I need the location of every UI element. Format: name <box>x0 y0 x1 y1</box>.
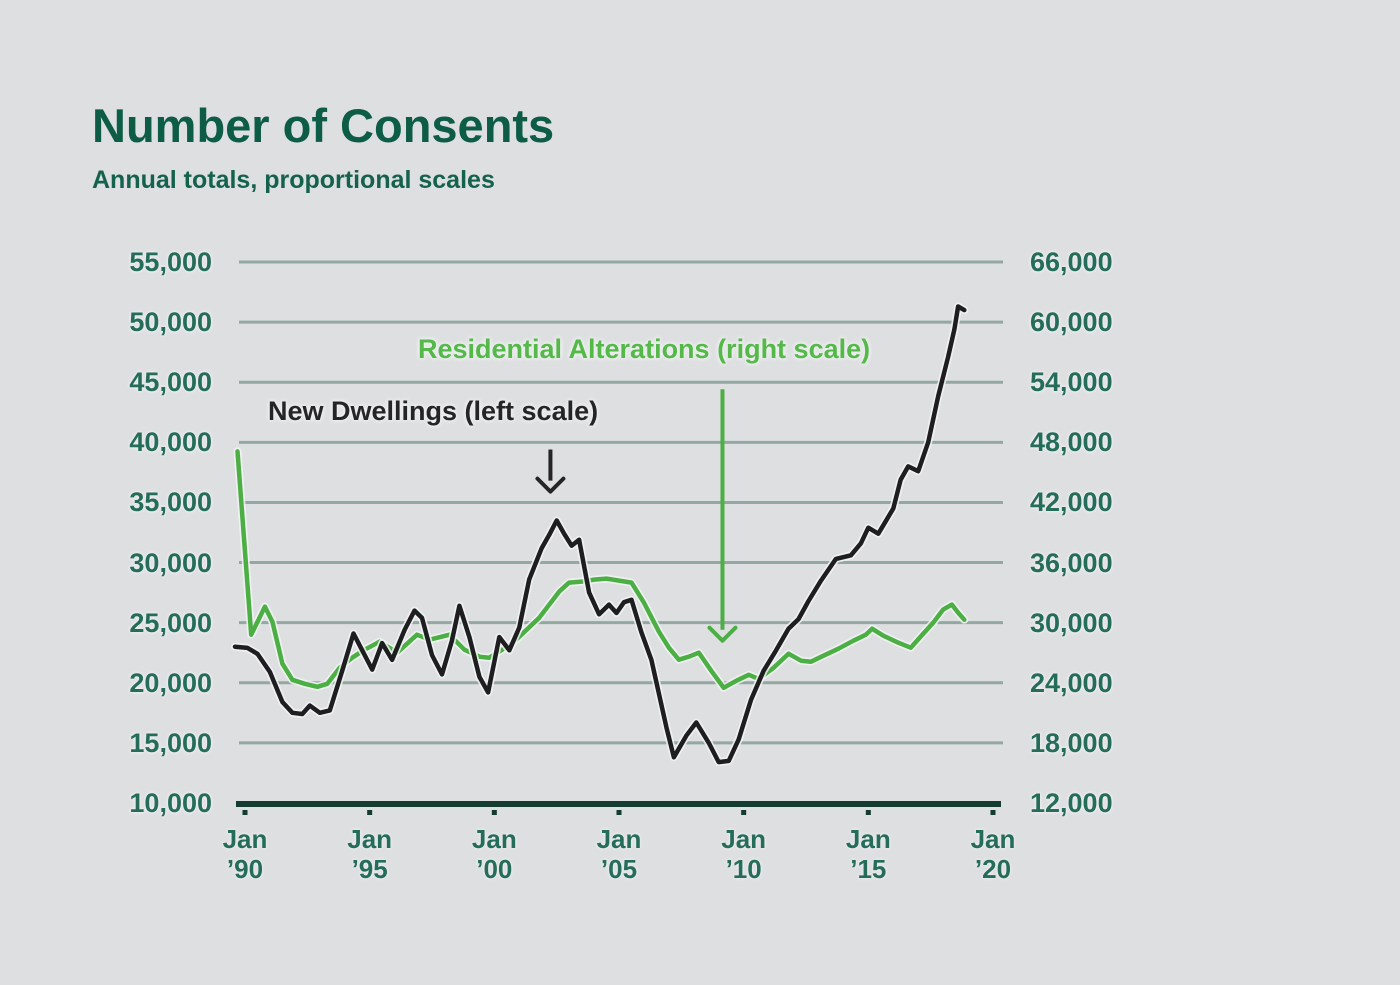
x-axis-label: Jan ’00 <box>471 824 517 884</box>
y-axis-label-left: 30,000 <box>129 547 212 578</box>
y-axis-label-left: 10,000 <box>129 788 212 818</box>
y-axis-label-left: 45,000 <box>129 367 212 398</box>
y-axis-label-left: 25,000 <box>129 607 212 638</box>
residential-alterations-series-label: Residential Alterations (right scale) <box>418 334 871 364</box>
series-halo-new-dwellings <box>231 302 969 767</box>
y-axis-label-left: 15,000 <box>129 727 212 758</box>
y-axis-label-left: 40,000 <box>129 427 212 458</box>
y-axis-label-right: 36,000 <box>1030 547 1113 578</box>
y-axis-label-right: 12,000 <box>1030 788 1113 818</box>
x-axis-label: Jan ’90 <box>222 824 268 884</box>
down-arrow-head-new-dwellings <box>535 476 566 494</box>
new-dwellings-series-label: New Dwellings (left scale) <box>268 396 599 426</box>
x-axis-label: Jan ’20 <box>970 824 1016 884</box>
y-axis-label-left: 50,000 <box>129 307 212 338</box>
down-arrow-head-residential-alterations <box>707 625 738 643</box>
series-line-new-dwellings <box>232 304 967 765</box>
x-axis-label: Jan ’15 <box>845 824 891 884</box>
y-axis-label-right: 18,000 <box>1030 727 1113 758</box>
y-axis-label-right: 42,000 <box>1030 487 1113 518</box>
x-axis-label: Jan ’10 <box>721 824 767 884</box>
x-tick-mark <box>990 810 996 815</box>
x-tick-mark <box>491 810 497 815</box>
x-axis-label: Jan ’95 <box>347 824 393 884</box>
y-axis-label-right: 60,000 <box>1030 307 1113 338</box>
x-axis-label: Jan ’05 <box>596 824 642 884</box>
x-tick-mark <box>242 810 248 815</box>
y-axis-label-right: 54,000 <box>1030 367 1113 398</box>
x-tick-mark <box>367 810 373 815</box>
y-axis-label-right: 66,000 <box>1030 247 1113 277</box>
x-tick-mark <box>616 810 622 815</box>
y-axis-label-right: 24,000 <box>1030 667 1113 698</box>
y-axis-label-left: 55,000 <box>129 247 212 277</box>
x-tick-mark <box>865 810 871 815</box>
x-tick-mark <box>741 810 747 815</box>
y-axis-label-left: 35,000 <box>129 487 212 518</box>
chart-title: Number of Consents <box>92 99 555 152</box>
y-axis-label-left: 20,000 <box>129 667 212 698</box>
y-axis-label-right: 30,000 <box>1030 607 1113 638</box>
y-axis-label-right: 48,000 <box>1030 427 1113 458</box>
chart-subtitle: Annual totals, proportional scales <box>92 166 495 194</box>
